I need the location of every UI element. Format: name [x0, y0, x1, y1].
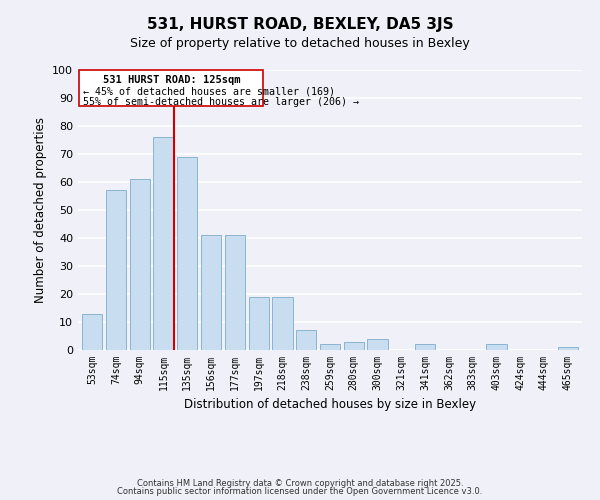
Bar	[177, 157, 197, 350]
Text: Size of property relative to detached houses in Bexley: Size of property relative to detached ho…	[130, 38, 470, 51]
Bar	[344, 342, 364, 350]
Text: ← 45% of detached houses are smaller (169): ← 45% of detached houses are smaller (16…	[83, 87, 335, 97]
Bar	[296, 330, 316, 350]
Text: Contains public sector information licensed under the Open Government Licence v3: Contains public sector information licen…	[118, 487, 482, 496]
Bar	[272, 297, 293, 350]
Bar	[248, 297, 269, 350]
Text: 531 HURST ROAD: 125sqm: 531 HURST ROAD: 125sqm	[103, 75, 240, 85]
Bar	[415, 344, 435, 350]
Bar	[557, 347, 578, 350]
Bar	[367, 339, 388, 350]
Bar	[487, 344, 506, 350]
Text: 531, HURST ROAD, BEXLEY, DA5 3JS: 531, HURST ROAD, BEXLEY, DA5 3JS	[146, 18, 454, 32]
Bar	[225, 235, 245, 350]
FancyBboxPatch shape	[79, 70, 263, 106]
Text: 55% of semi-detached houses are larger (206) →: 55% of semi-detached houses are larger (…	[83, 98, 359, 108]
Y-axis label: Number of detached properties: Number of detached properties	[34, 117, 47, 303]
Bar	[154, 137, 173, 350]
Bar	[201, 235, 221, 350]
Bar	[106, 190, 126, 350]
Bar	[130, 179, 150, 350]
X-axis label: Distribution of detached houses by size in Bexley: Distribution of detached houses by size …	[184, 398, 476, 411]
Bar	[82, 314, 103, 350]
Bar	[320, 344, 340, 350]
Text: Contains HM Land Registry data © Crown copyright and database right 2025.: Contains HM Land Registry data © Crown c…	[137, 478, 463, 488]
